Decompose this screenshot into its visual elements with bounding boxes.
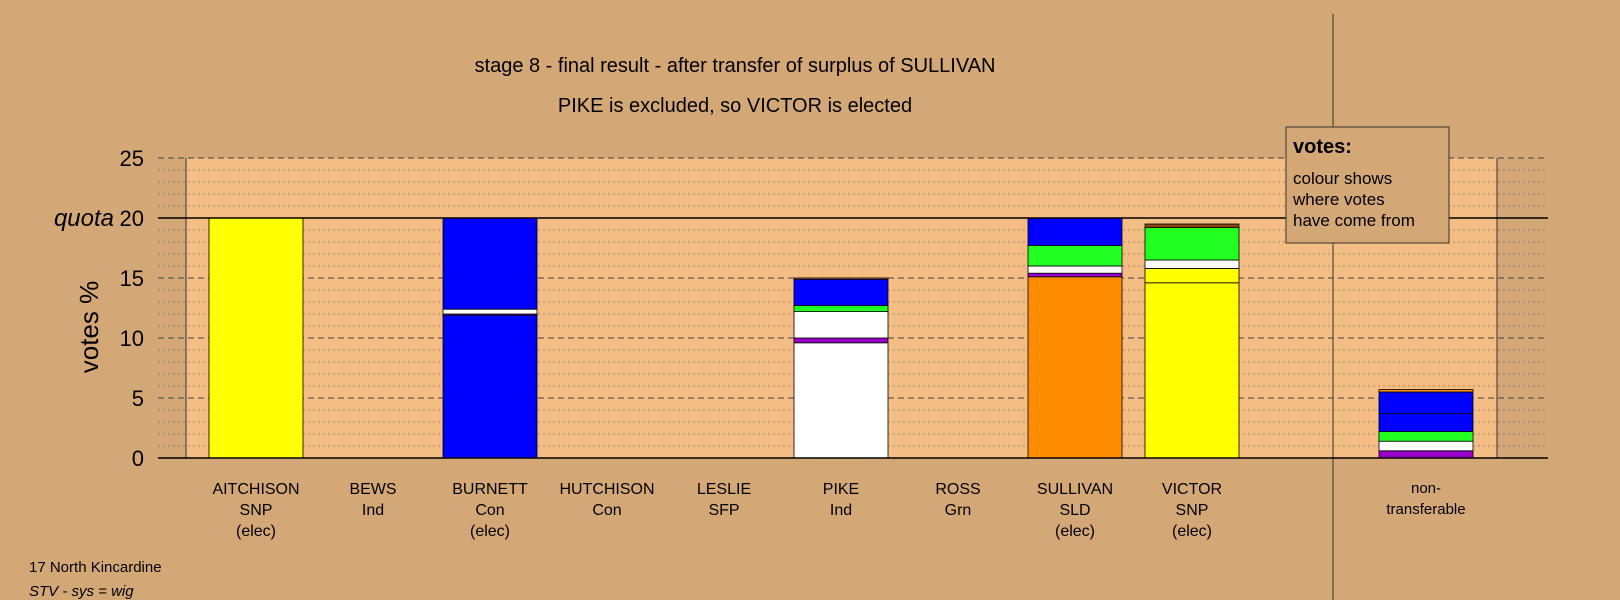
legend-line-2: where votes	[1292, 190, 1385, 209]
candidate-party: Con	[592, 502, 621, 519]
candidate-name: LESLIE	[697, 481, 751, 498]
candidate-party: SNP	[1176, 502, 1209, 519]
bar-segment-victor-2	[1144, 259, 1240, 269]
nontransferable-label: non-	[1411, 480, 1441, 497]
candidate-name: PIKE	[823, 481, 859, 498]
candidate-status: (elec)	[470, 523, 510, 540]
y-tick-label: 15	[120, 266, 144, 291]
legend-title: votes:	[1293, 136, 1352, 158]
candidate-status: (elec)	[1055, 523, 1095, 540]
candidate-name: ROSS	[935, 481, 980, 498]
candidate-name: HUTCHISON	[559, 481, 654, 498]
nontransferable-label: transferable	[1386, 501, 1465, 518]
quota-label: quota	[54, 205, 114, 232]
candidate-party: Grn	[945, 502, 972, 519]
bar-segment-burnett-0	[442, 314, 538, 459]
bars	[208, 217, 1474, 459]
bar-segment-sullivan-0	[1027, 276, 1123, 459]
bar-segment-aitchison-0	[208, 217, 304, 459]
candidate-name: BEWS	[349, 481, 396, 498]
candidate-party: SFP	[708, 502, 739, 519]
candidate-party: Ind	[362, 502, 384, 519]
candidate-party: SLD	[1059, 502, 1090, 519]
legend: votes: colour shows where votes have com…	[1285, 126, 1450, 244]
bar-segment-sullivan-4	[1027, 217, 1123, 247]
candidate-name: VICTOR	[1162, 481, 1222, 498]
bar-segment-nontransferable-1	[1378, 440, 1474, 452]
bar-segment-victor-1	[1144, 267, 1240, 284]
bar-segment-burnett-3	[442, 217, 538, 310]
candidate-name: AITCHISON	[212, 481, 299, 498]
bar-segment-nontransferable-2	[1378, 431, 1474, 442]
bar-segment-pike-0	[793, 342, 889, 459]
bar-segment-burnett-2	[442, 308, 538, 315]
bar-segment-sullivan-2	[1027, 265, 1123, 274]
bar-segment-victor-3	[1144, 227, 1240, 261]
y-tick-label: 5	[132, 386, 144, 411]
candidate-status: (elec)	[236, 523, 276, 540]
bar-segment-nontransferable-3	[1378, 413, 1474, 433]
y-axis-label: votes %	[74, 281, 104, 374]
bar-segment-sullivan-1	[1027, 272, 1123, 278]
bar-segment-pike-4	[793, 278, 889, 307]
candidate-party: SNP	[240, 502, 273, 519]
candidate-party: Ind	[830, 502, 852, 519]
chart-title: stage 8 - final result - after transfer …	[475, 55, 996, 77]
y-tick-label: 0	[132, 446, 144, 471]
x-axis-labels: AITCHISON SNP (elec) BEWS Ind BURNETT Con (elec…	[212, 480, 1465, 540]
legend-box	[1285, 126, 1450, 244]
bar-segment-victor-0	[1144, 282, 1240, 459]
bar-segment-pike-5	[793, 277, 889, 280]
bar-segment-pike-3	[793, 305, 889, 313]
y-tick-label: 10	[120, 326, 144, 351]
bar-segment-nontransferable-0	[1378, 450, 1474, 459]
bar-segment-pike-2	[793, 311, 889, 339]
bar-segment-nontransferable-4	[1378, 391, 1474, 415]
legend-line-1: colour shows	[1293, 169, 1392, 188]
bar-segment-victor-4	[1144, 223, 1240, 228]
y-tick-label: 25	[120, 146, 144, 171]
chart-subtitle: PIKE is excluded, so VICTOR is elected	[558, 95, 912, 117]
system-label: STV - sys = wig	[29, 583, 134, 600]
bar-segment-pike-1	[793, 337, 889, 344]
candidate-status: (elec)	[1172, 523, 1212, 540]
ward-name: 17 North Kincardine	[29, 559, 162, 576]
candidate-name: BURNETT	[452, 481, 528, 498]
bar-segment-nontransferable-5	[1378, 389, 1474, 393]
legend-line-3: have come from	[1293, 211, 1415, 230]
candidate-name: SULLIVAN	[1037, 481, 1113, 498]
bar-segment-sullivan-3	[1027, 245, 1123, 267]
candidate-party: Con	[475, 502, 504, 519]
y-tick-label: 20	[120, 206, 144, 231]
